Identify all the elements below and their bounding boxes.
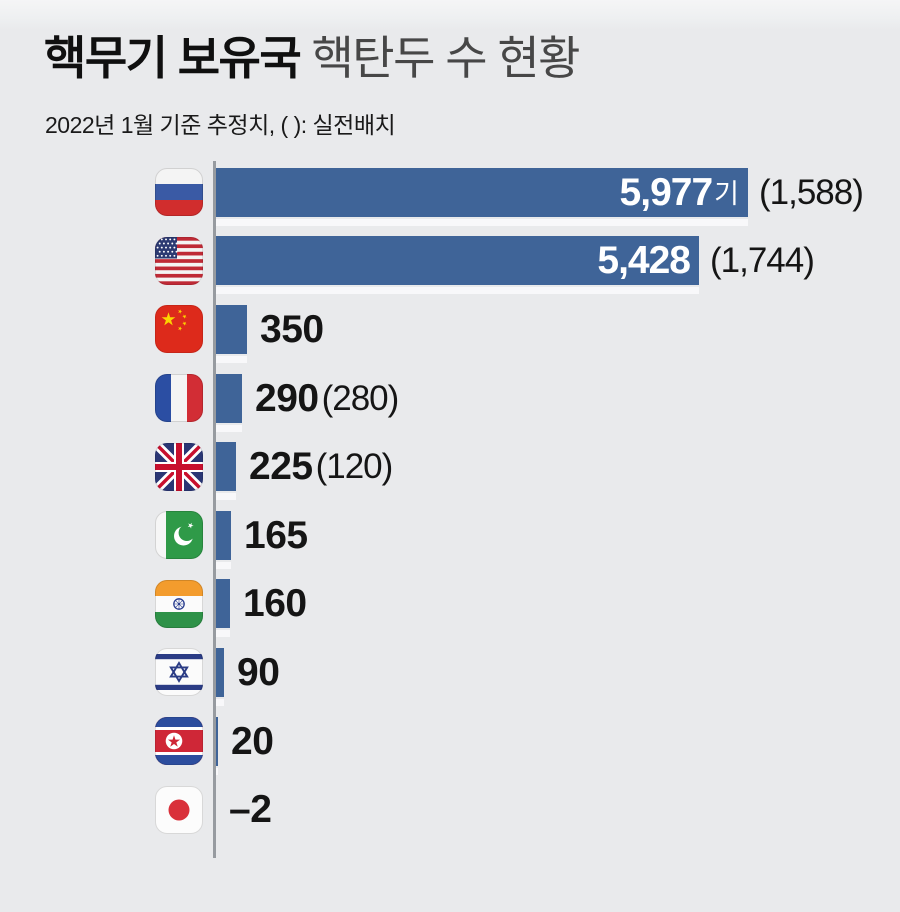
title-bold-part: 핵무기 보유국 <box>44 32 302 84</box>
bar-value-label: 160 <box>243 582 307 626</box>
subtitle-note: 2022년 1월 기준 추정치, ( ): 실전배치 <box>45 112 396 138</box>
chart-row-pakistan: 165 <box>0 501 900 570</box>
flag-india-icon <box>155 579 203 628</box>
bar-pakistan <box>216 510 231 569</box>
chart-row-japan: –2 <box>0 775 900 844</box>
deployed-count-label: (1,744) <box>710 241 815 281</box>
bar-value-label: 5,428 <box>597 239 691 283</box>
flag-north-korea-icon <box>155 717 203 766</box>
chart-row-france: 290 (280) <box>0 364 900 433</box>
bar-france <box>216 373 242 432</box>
deployed-count-label: (1,588) <box>759 172 864 212</box>
chart-row-china: 350 <box>0 295 900 364</box>
chart-row-north-korea: 20 <box>0 707 900 776</box>
flag-china-icon <box>155 305 203 354</box>
bar-value-label: 225 <box>249 445 313 489</box>
bar-russia: 5,977 기 <box>216 167 748 226</box>
bar-value-label: 350 <box>260 307 324 351</box>
chart-baseline-axis <box>213 161 216 858</box>
flag-france-icon <box>155 374 203 423</box>
bar-usa: 5,428 <box>216 236 699 295</box>
chart-row-russia: 5,977 기 (1,588) <box>0 158 900 227</box>
bar-value-label: 20 <box>231 719 274 763</box>
chart-rows: 5,977 기 (1,588) 5,428 (1,744) 350 290 (28… <box>0 158 900 844</box>
flag-uk-icon <box>155 442 203 491</box>
flag-usa-icon <box>155 236 203 285</box>
bar-value-label: 90 <box>237 650 280 694</box>
flag-russia-icon <box>155 168 203 217</box>
chart-row-israel: 90 <box>0 638 900 707</box>
bar-value-label: 5,977 <box>619 170 714 214</box>
flag-israel-icon <box>155 648 203 697</box>
bar-china <box>216 304 247 363</box>
top-highlight-strip <box>0 0 900 30</box>
chart-row-usa: 5,428 (1,744) <box>0 227 900 296</box>
flag-pakistan-icon <box>155 511 203 560</box>
deployed-count-label: (280) <box>321 378 400 418</box>
flag-japan-icon <box>155 785 203 834</box>
chart-row-india: 160 <box>0 570 900 639</box>
deployed-count-label: (120) <box>315 447 394 487</box>
bar-value-label: 290 <box>255 376 319 420</box>
title-rest-part: 핵탄두 수 현황 <box>300 32 580 84</box>
bar-north-korea <box>216 716 218 775</box>
bar-israel <box>216 647 224 706</box>
bar-india <box>216 579 230 638</box>
bar-value-label: 165 <box>244 513 308 557</box>
chart-row-uk: 225 (120) <box>0 432 900 501</box>
page-title: 핵무기 보유국 핵탄두 수 현황 <box>44 32 580 85</box>
bar-unit-label: 기 <box>714 178 739 209</box>
bar-value-label: –2 <box>229 788 272 832</box>
bar-uk <box>216 442 236 501</box>
